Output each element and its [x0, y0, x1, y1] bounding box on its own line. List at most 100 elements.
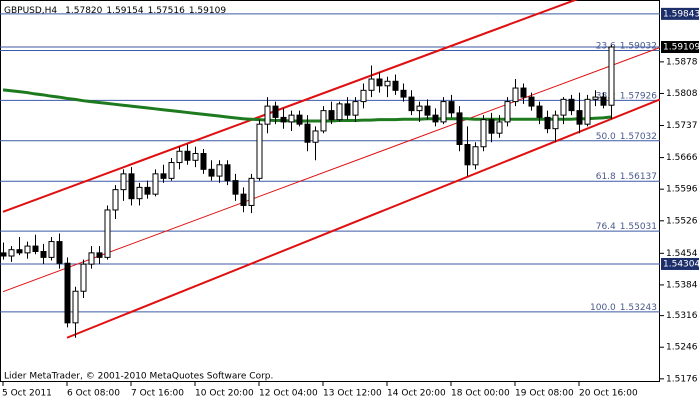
x-tick-label: 19 Oct 08:00	[515, 389, 574, 399]
x-tick-label: 20 Oct 16:00	[579, 389, 638, 399]
candle-body	[488, 119, 495, 134]
candle-body	[296, 114, 303, 125]
candle-body	[48, 241, 55, 258]
candle-body	[72, 290, 79, 324]
candle-body	[88, 252, 95, 265]
candle-body	[416, 105, 423, 112]
y-tick-label: 1.5384	[666, 280, 698, 290]
x-tick-label: 18 Oct 00:00	[451, 389, 510, 399]
y-tick-label: 1.5666	[666, 153, 698, 163]
candle-body	[360, 89, 367, 103]
candle-body	[432, 114, 439, 123]
fib-label: 100.0 1.53243	[590, 302, 657, 312]
axes: 1.5878 1.5808 1.5737 1.5666 1.5596 1.5526 1.54…	[2, 7, 700, 399]
info-close: 1.59109	[189, 6, 226, 16]
candle-body	[552, 114, 559, 130]
candle-body	[536, 105, 543, 118]
candle-body	[504, 101, 511, 123]
fib-label: 61.8 1.56137	[596, 172, 657, 182]
x-tick-label: 5 Oct 2011	[2, 389, 52, 399]
candle-body	[392, 80, 399, 91]
candle-body	[464, 143, 471, 166]
candle-body	[8, 249, 15, 257]
y-tick-label: 1.5596	[666, 185, 698, 195]
candle-body	[136, 186, 143, 200]
fib-price: 1.59032	[620, 41, 657, 51]
fib-price: 1.57926	[620, 91, 657, 101]
candle-body	[424, 105, 431, 116]
candle-body	[496, 121, 503, 134]
y-tick-label: 1.5737	[666, 121, 698, 131]
price-label-box	[661, 7, 699, 20]
candle-body	[232, 180, 239, 195]
candle-body	[112, 189, 119, 211]
candle-body	[368, 78, 375, 91]
candle-body	[584, 98, 591, 125]
chart-header: GBPUSD,H4 1.57820 1.59154 1.57516 1.59109	[4, 6, 226, 16]
candle-body	[320, 110, 327, 132]
candle-body	[144, 186, 151, 195]
fib-price: 1.53243	[620, 302, 657, 312]
fib-level: 50.0	[596, 131, 616, 141]
fib-level: 100.0	[590, 302, 616, 312]
price-label: 1.59843	[663, 9, 700, 19]
fib-price: 1.55031	[620, 222, 657, 232]
candle-body	[160, 173, 167, 179]
candle-body	[256, 123, 263, 179]
footer: Lider MetaTrader, © 2001-2010 MetaQuotes…	[4, 372, 273, 382]
y-tick-label: 1.5808	[666, 89, 698, 99]
fib-label: 50.0 1.57032	[596, 131, 657, 141]
candle-body	[280, 116, 287, 123]
fib-price: 1.57032	[620, 131, 657, 141]
fib-level: 76.4	[596, 222, 616, 232]
candle-body	[544, 116, 551, 130]
candle-body	[272, 105, 279, 118]
fib-level: 61.8	[596, 172, 616, 182]
candle-body	[440, 101, 447, 123]
candle-body	[592, 96, 599, 100]
plot-area: 23.6 1.59032 38.2 1.57926 50.0 1.57032 61.8 1.5…	[0, 0, 660, 339]
y-tick-label: 1.5176	[666, 374, 698, 384]
candle-body	[600, 96, 607, 106]
candle-body	[80, 263, 87, 292]
candle-body	[376, 78, 383, 87]
candle-body	[224, 164, 231, 182]
x-tick-label: 6 Oct 08:00	[67, 389, 120, 399]
trendline	[2, 0, 579, 213]
price-label-box	[661, 257, 699, 270]
fib-price: 1.56137	[620, 172, 657, 182]
candle-body	[0, 252, 7, 257]
y-tick-label: 1.5454	[666, 249, 698, 259]
price-label-box	[661, 41, 699, 54]
y-tick-label: 1.5526	[666, 216, 698, 226]
candle-body	[176, 150, 183, 164]
candle-body	[480, 119, 487, 148]
candle-body	[568, 98, 575, 112]
candle-body	[120, 173, 127, 191]
candle-body	[312, 130, 319, 143]
candle-body	[528, 96, 535, 107]
x-tick-label: 10 Oct 20:00	[195, 389, 254, 399]
candle-body	[344, 103, 351, 116]
candle-body	[576, 110, 583, 125]
candle-body	[384, 80, 391, 87]
candle-body	[208, 168, 215, 177]
candle-body	[328, 110, 335, 121]
candle-body	[608, 46, 615, 106]
candle-body	[104, 209, 111, 258]
candle-body	[248, 177, 255, 206]
candle-body	[40, 251, 47, 258]
candle-body	[560, 98, 567, 116]
y-tick-label: 1.5878	[666, 57, 698, 67]
candle-body	[288, 114, 295, 123]
plot-frame	[0, 0, 660, 382]
info-low: 1.57516	[148, 6, 185, 16]
fib-level: 38.2	[596, 91, 616, 101]
candle-body	[400, 89, 407, 98]
x-tick-label: 12 Oct 04:00	[259, 389, 318, 399]
candle-body	[520, 87, 527, 98]
fib-label: 76.4 1.55031	[596, 222, 657, 232]
info-open: 1.57820	[65, 6, 102, 16]
fib-label: 23.6 1.59032	[596, 41, 657, 51]
candle-body	[152, 173, 159, 195]
